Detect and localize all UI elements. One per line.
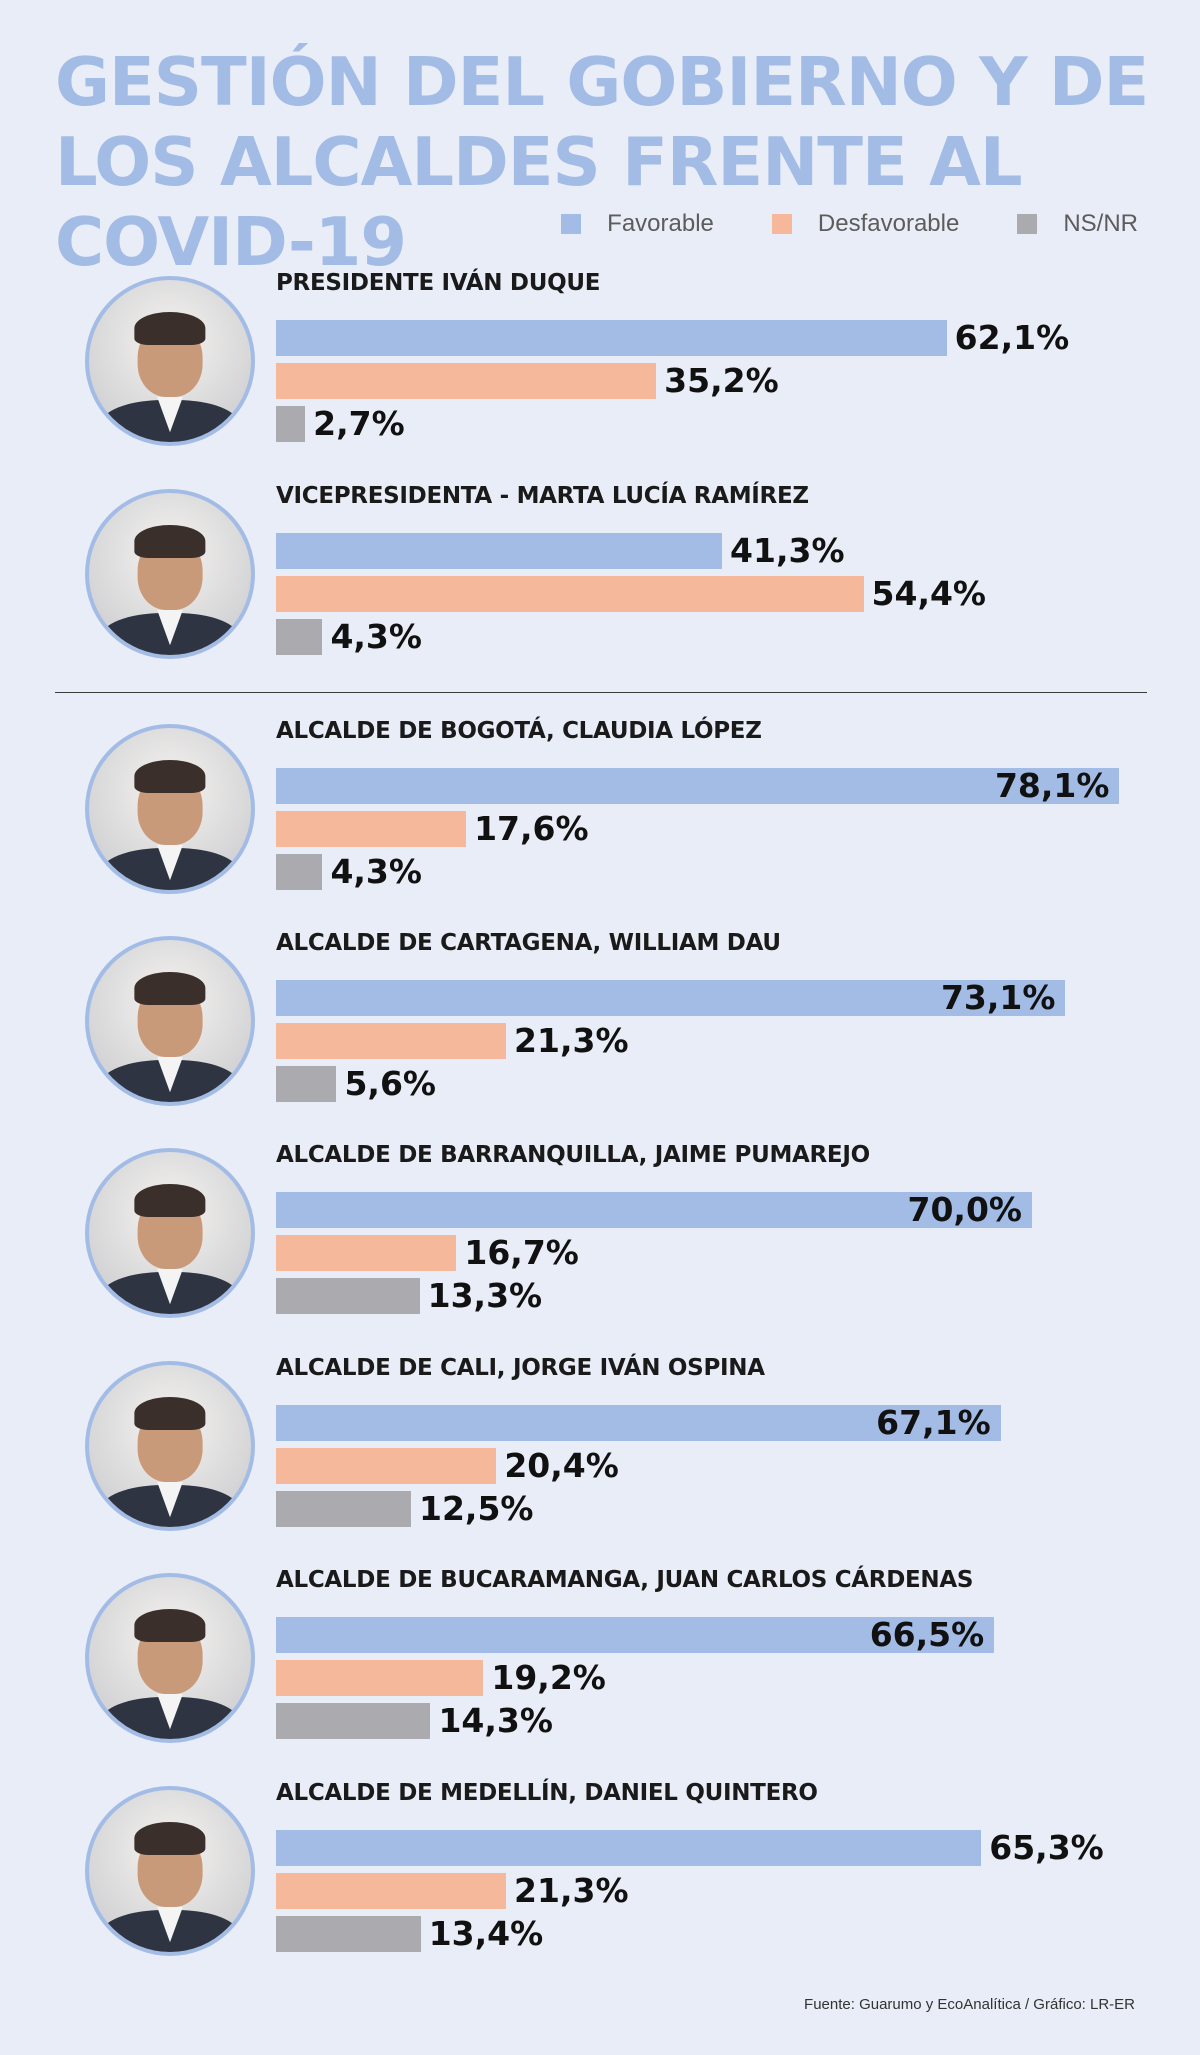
person-photo [85, 489, 255, 659]
person-block: ALCALDE DE BARRANQUILLA, JAIME PUMAREJO 7… [0, 1142, 1200, 1342]
person-block: ALCALDE DE BOGOTÁ, CLAUDIA LÓPEZ 78,1% 17,… [0, 718, 1200, 918]
bar-desfavorable [276, 363, 657, 399]
person-photo [85, 1786, 255, 1956]
person-name: ALCALDE DE CALI, JORGE IVÁN OSPINA [276, 1355, 765, 1381]
person-block: ALCALDE DE CALI, JORGE IVÁN OSPINA 67,1% 2… [0, 1355, 1200, 1555]
person-block: PRESIDENTE IVÁN DUQUE 62,1% 35,2% 2,7% [0, 270, 1200, 470]
data-label-favorable: 78,1% [994, 766, 1110, 805]
bar-nsnr [276, 406, 306, 442]
data-label-favorable: 73,1% [940, 978, 1056, 1017]
bar-nsnr [276, 1491, 411, 1527]
bar-desfavorable [276, 1023, 507, 1059]
bar-desfavorable [276, 576, 864, 612]
person-photo [85, 1361, 255, 1531]
bar-nsnr [276, 1066, 337, 1102]
bar-desfavorable [276, 1873, 507, 1909]
bar-favorable [276, 320, 947, 356]
data-label-nsnr: 2,7% [313, 404, 405, 443]
data-label-nsnr: 14,3% [438, 1701, 553, 1740]
data-label-favorable: 70,0% [907, 1190, 1023, 1229]
bar-nsnr [276, 619, 323, 655]
legend-swatch-desfavorable [771, 214, 792, 234]
bar-nsnr [276, 854, 323, 890]
data-label-nsnr: 13,4% [428, 1914, 544, 1953]
data-label-favorable: 65,3% [989, 1828, 1104, 1867]
bar-favorable [276, 1192, 1032, 1228]
person-photo [85, 936, 255, 1106]
data-label-desfavorable: 20,4% [504, 1446, 619, 1485]
bar-favorable [276, 980, 1066, 1016]
legend-item-desfavorable: Desfavorable [771, 210, 960, 238]
data-label-desfavorable: 54,4% [871, 574, 987, 613]
data-label-desfavorable: 19,2% [491, 1658, 606, 1697]
bar-favorable [276, 1405, 1001, 1441]
bar-favorable [276, 1617, 995, 1653]
person-block: ALCALDE DE CARTAGENA, WILLIAM DAU 73,1% 21… [0, 930, 1200, 1130]
data-label-desfavorable: 17,6% [474, 809, 589, 848]
bar-nsnr [276, 1916, 421, 1952]
person-name: ALCALDE DE BOGOTÁ, CLAUDIA LÓPEZ [276, 718, 762, 744]
data-label-nsnr: 4,3% [330, 617, 422, 656]
person-name: ALCALDE DE BUCARAMANGA, JUAN CARLOS CÁRD… [276, 1567, 974, 1593]
person-name: ALCALDE DE CARTAGENA, WILLIAM DAU [276, 930, 781, 956]
data-label-favorable: 67,1% [876, 1403, 991, 1442]
bar-desfavorable [276, 1235, 457, 1271]
person-name: PRESIDENTE IVÁN DUQUE [276, 270, 601, 296]
legend-item-nsnr: NS/NR [1017, 210, 1138, 238]
bar-nsnr [276, 1703, 431, 1739]
data-label-favorable: 62,1% [954, 318, 1070, 357]
person-photo [85, 1148, 255, 1318]
person-photo [85, 276, 255, 446]
person-name: ALCALDE DE MEDELLÍN, DANIEL QUINTERO [276, 1780, 818, 1806]
bar-favorable [276, 533, 723, 569]
legend-label-desfavorable: Desfavorable [817, 210, 960, 237]
data-label-nsnr: 13,3% [427, 1276, 543, 1315]
section-divider [55, 692, 1147, 693]
bar-favorable [276, 768, 1120, 804]
data-label-nsnr: 12,5% [419, 1489, 534, 1528]
bar-favorable [276, 1830, 982, 1866]
chart-legend: Favorable Desfavorable NS/NR [503, 210, 1138, 238]
data-label-nsnr: 5,6% [344, 1064, 436, 1103]
bar-desfavorable [276, 1448, 497, 1484]
legend-label-nsnr: NS/NR [1063, 210, 1138, 237]
legend-item-favorable: Favorable [561, 210, 714, 238]
person-name: ALCALDE DE BARRANQUILLA, JAIME PUMAREJO [276, 1142, 870, 1168]
bar-nsnr [276, 1278, 420, 1314]
person-block: ALCALDE DE BUCARAMANGA, JUAN CARLOS CÁRD… [0, 1567, 1200, 1767]
data-label-favorable: 41,3% [730, 531, 845, 570]
person-block: VICEPRESIDENTA - MARTA LUCÍA RAMÍREZ 41,3… [0, 483, 1200, 683]
person-photo [85, 1573, 255, 1743]
source-note: Fuente: Guarumo y EcoAnalítica / Gráfico… [804, 1996, 1135, 2013]
legend-label-favorable: Favorable [607, 210, 714, 237]
data-label-desfavorable: 21,3% [514, 1021, 629, 1060]
data-label-desfavorable: 16,7% [464, 1233, 579, 1272]
page-title: GESTIÓN DEL GOBIERNO Y DE LOS ALCALDES F… [55, 43, 1149, 281]
legend-swatch-favorable [561, 214, 582, 234]
bar-desfavorable [276, 811, 467, 847]
person-photo [85, 724, 255, 894]
bar-desfavorable [276, 1660, 484, 1696]
data-label-desfavorable: 21,3% [514, 1871, 629, 1910]
person-name: VICEPRESIDENTA - MARTA LUCÍA RAMÍREZ [276, 483, 809, 509]
person-block: ALCALDE DE MEDELLÍN, DANIEL QUINTERO 65,3… [0, 1780, 1200, 1980]
legend-swatch-nsnr [1017, 214, 1038, 234]
data-label-desfavorable: 35,2% [664, 361, 779, 400]
data-label-nsnr: 4,3% [330, 852, 422, 891]
data-label-favorable: 66,5% [869, 1615, 985, 1654]
